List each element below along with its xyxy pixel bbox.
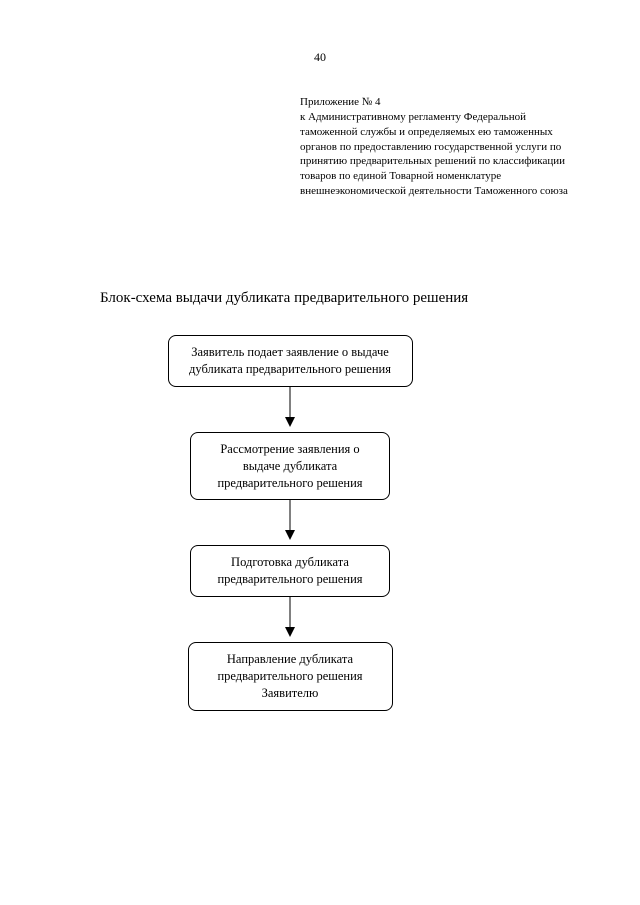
appendix-block: Приложение № 4 к Административному регла… bbox=[300, 95, 570, 199]
flowchart-node: Заявитель подает заявление о выдаче дубл… bbox=[168, 335, 413, 387]
flowchart-edge bbox=[280, 597, 300, 642]
arrow-down-icon bbox=[280, 387, 300, 427]
flowchart-node: Подготовка дубликата предварительного ре… bbox=[190, 545, 390, 597]
flowchart-node-label: Рассмотрение заявления о выдаче дубликат… bbox=[217, 442, 362, 490]
flowchart-edge bbox=[280, 500, 300, 545]
appendix-body: к Административному регламенту Федеральн… bbox=[300, 110, 570, 199]
document-title: Блок-схема выдачи дубликата предваритель… bbox=[100, 290, 580, 307]
arrow-down-icon bbox=[280, 597, 300, 637]
flowchart-node-label: Подготовка дубликата предварительного ре… bbox=[217, 555, 362, 586]
page: 40 Приложение № 4 к Административному ре… bbox=[0, 0, 640, 905]
flowchart-node: Направление дубликата предварительного р… bbox=[188, 642, 393, 711]
flowchart-edge bbox=[280, 387, 300, 432]
appendix-title: Приложение № 4 bbox=[300, 95, 570, 110]
flowchart: Заявитель подает заявление о выдаче дубл… bbox=[0, 335, 640, 711]
flowchart-node: Рассмотрение заявления о выдаче дубликат… bbox=[190, 432, 390, 501]
flowchart-node-label: Направление дубликата предварительного р… bbox=[217, 652, 362, 700]
arrow-down-icon bbox=[280, 500, 300, 540]
page-number: 40 bbox=[0, 50, 640, 65]
flowchart-node-label: Заявитель подает заявление о выдаче дубл… bbox=[189, 345, 391, 376]
